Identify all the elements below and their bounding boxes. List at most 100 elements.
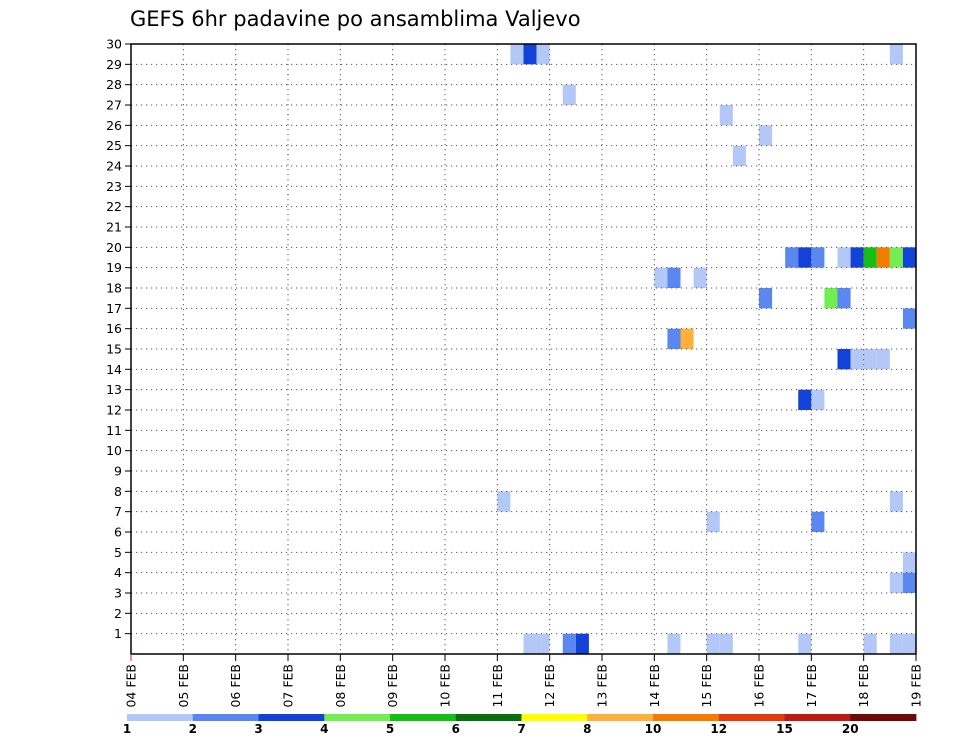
colorbar-swatch [718, 714, 785, 721]
colorbar-swatch [127, 714, 194, 721]
precip-cell [889, 572, 903, 593]
precip-cell [693, 267, 707, 288]
precip-cell [667, 633, 681, 654]
precip-cell [654, 267, 668, 288]
y-tick-label: 17 [106, 301, 122, 316]
y-tick-label: 24 [106, 159, 122, 174]
grid-layer [131, 44, 916, 654]
precip-cell [785, 247, 799, 268]
precip-cell [523, 44, 537, 65]
x-tick-label: 10 FEB [438, 664, 453, 708]
precip-cell [850, 349, 864, 370]
precip-cell [824, 288, 838, 309]
y-tick-label: 11 [106, 423, 122, 438]
precip-cell [680, 328, 694, 349]
colorbar-label: 7 [517, 722, 525, 736]
colorbar-label: 8 [583, 722, 591, 736]
x-tick-label: 18 FEB [856, 664, 871, 708]
colorbar-swatch [784, 714, 851, 721]
precip-cell [759, 288, 773, 309]
colorbar-swatch [587, 714, 654, 721]
precip-cell [719, 633, 733, 654]
x-tick-label: 09 FEB [385, 664, 400, 708]
y-axis: 1234567891011121314151617181920212223242… [106, 37, 131, 641]
precip-cell [863, 247, 877, 268]
x-tick-label: 16 FEB [752, 664, 767, 708]
colorbar-swatch [455, 714, 522, 721]
precip-cell [902, 247, 916, 268]
x-tick-label: 14 FEB [647, 664, 662, 708]
y-tick-label: 13 [106, 382, 122, 397]
colorbar-swatch [324, 714, 391, 721]
precip-cell [850, 247, 864, 268]
x-tick-label: 17 FEB [804, 664, 819, 708]
x-tick-label: 15 FEB [699, 664, 714, 708]
y-tick-label: 28 [106, 77, 122, 92]
precip-cell [798, 389, 812, 410]
x-tick-label: 07 FEB [281, 664, 296, 708]
colorbar-label: 3 [254, 722, 262, 736]
precip-cell [798, 633, 812, 654]
y-tick-label: 7 [114, 504, 122, 519]
precip-cell [889, 633, 903, 654]
precip-cell [667, 267, 681, 288]
precip-cell [536, 633, 550, 654]
y-tick-label: 12 [106, 403, 122, 418]
precip-cell [497, 491, 511, 512]
y-tick-label: 29 [106, 57, 122, 72]
y-tick-label: 20 [106, 240, 122, 255]
y-tick-label: 3 [114, 586, 122, 601]
precip-cell [536, 44, 550, 65]
colorbar-swatch [390, 714, 457, 721]
colorbar-label: 12 [710, 722, 727, 736]
colorbar-label: 1 [123, 722, 131, 736]
y-tick-label: 27 [106, 98, 122, 113]
cells-layer [497, 44, 916, 654]
precip-cell [837, 349, 851, 370]
y-tick-label: 26 [106, 118, 122, 133]
precip-cell [562, 84, 576, 105]
x-tick-label: 05 FEB [176, 664, 191, 708]
precip-cell [811, 247, 825, 268]
precip-cell [562, 633, 576, 654]
y-tick-label: 2 [114, 606, 122, 621]
x-tick-label: 08 FEB [333, 664, 348, 708]
precip-cell [876, 247, 890, 268]
precip-cell [706, 511, 720, 532]
y-tick-label: 6 [114, 525, 122, 540]
precip-cell [837, 288, 851, 309]
precip-cell [902, 308, 916, 329]
colorbar-label: 15 [776, 722, 793, 736]
y-tick-label: 25 [106, 138, 122, 153]
precip-cell [889, 247, 903, 268]
colorbar-swatch [258, 714, 325, 721]
y-tick-label: 18 [106, 281, 122, 296]
colorbar-label: 20 [842, 722, 859, 736]
precip-cell [759, 125, 773, 146]
precip-cell [863, 633, 877, 654]
y-tick-label: 22 [106, 199, 122, 214]
precip-cell [575, 633, 589, 654]
colorbar: 1 2 3 4 5 6 7 8 10 12 15 20 [123, 714, 917, 736]
colorbar-swatch [192, 714, 259, 721]
colorbar-swatch [653, 714, 720, 721]
x-axis: 04 FEB 05 FEB 06 FEB 07 FEB 08 FEB 09 FEB 10 F… [124, 654, 924, 708]
y-tick-label: 4 [114, 565, 122, 580]
precip-cell [876, 349, 890, 370]
precip-cell [889, 491, 903, 512]
colorbar-swatch [521, 714, 588, 721]
precip-cell [837, 247, 851, 268]
colorbar-label: 6 [452, 722, 460, 736]
y-tick-label: 19 [106, 260, 122, 275]
precip-cell [510, 44, 524, 65]
y-tick-label: 30 [106, 37, 122, 52]
colorbar-label: 10 [645, 722, 662, 736]
x-tick-label: 19 FEB [909, 664, 924, 708]
y-tick-label: 14 [106, 362, 122, 377]
colorbar-label: 5 [386, 722, 394, 736]
precip-cell [706, 633, 720, 654]
x-tick-label: 11 FEB [490, 664, 505, 708]
colorbar-label: 4 [320, 722, 328, 736]
precip-cell [523, 633, 537, 654]
precip-cell [863, 349, 877, 370]
